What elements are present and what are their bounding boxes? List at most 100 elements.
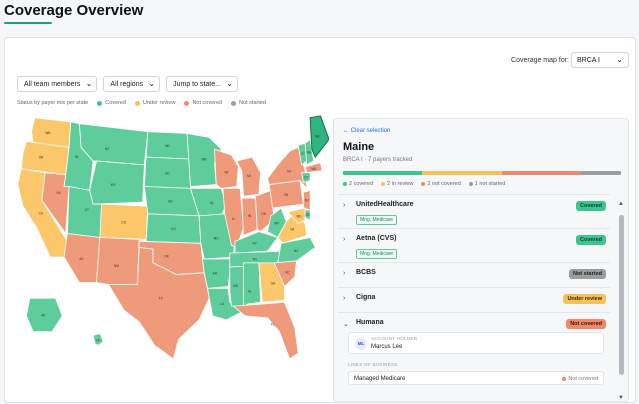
panel-scrollbar[interactable]: ▲ ▼ xyxy=(618,201,625,401)
coverage-map-select[interactable]: BRCA I ⌄ xyxy=(571,52,629,68)
payer-name: Humana xyxy=(356,319,384,326)
state-ct[interactable] xyxy=(301,172,311,184)
payer-mix-segment xyxy=(343,171,423,175)
region-filter-label: All regions xyxy=(110,81,144,88)
legend-not-started: Not started xyxy=(231,100,266,106)
coverage-map-value: BRCA I xyxy=(577,57,600,64)
chevron-right-icon: › xyxy=(343,270,346,277)
team-filter-label: All team members xyxy=(24,81,81,88)
payer-list: › UnitedHealthcare Mng. Medicare Covered… xyxy=(338,194,610,391)
state-label-ak: AK xyxy=(41,314,46,318)
state-label-il: IL xyxy=(232,217,235,221)
count-covered: 2 covered xyxy=(343,181,373,187)
state-jump-filter[interactable]: Jump to state... ⌄ xyxy=(166,76,238,92)
state-label-nc: NC xyxy=(294,249,299,253)
dot-icon xyxy=(231,100,237,106)
payer-counts: 2 covered 2 in review 2 not covered 1 no… xyxy=(343,181,505,187)
state-la[interactable] xyxy=(207,287,243,321)
payer-row-aetna[interactable]: › Aetna (CVS) Mng. Medicare Covered xyxy=(338,228,610,262)
state-label-tn: TN xyxy=(252,258,257,262)
state-ga[interactable] xyxy=(258,262,285,303)
state-nm[interactable] xyxy=(96,237,140,285)
state-fl[interactable] xyxy=(232,301,299,360)
state-label-sc: SC xyxy=(285,270,290,274)
payer-row-bcbs[interactable]: › BCBS Not started xyxy=(338,262,610,287)
state-wy[interactable] xyxy=(89,160,145,205)
state-label-ne: NE xyxy=(168,200,172,204)
state-nc[interactable] xyxy=(277,237,316,264)
line-of-business-row[interactable]: Managed Medicare Not covered xyxy=(348,371,604,385)
state-me[interactable] xyxy=(309,115,329,159)
dot-icon xyxy=(343,182,347,186)
state-label-ia: IA xyxy=(210,201,214,205)
region-filter[interactable]: All regions ⌄ xyxy=(103,76,161,92)
state-sc[interactable] xyxy=(273,260,297,288)
state-or[interactable] xyxy=(20,140,70,176)
status-badge: Not covered xyxy=(566,319,606,329)
clear-selection-link[interactable]: ← Clear selection xyxy=(343,128,391,134)
state-label-hi: HI xyxy=(96,338,99,342)
state-az[interactable] xyxy=(63,233,101,283)
state-label-id: ID xyxy=(75,155,79,159)
state-ar[interactable] xyxy=(202,258,232,289)
line-of-business-name: Managed Medicare xyxy=(354,376,406,382)
chevron-down-icon: ⌄ xyxy=(148,79,156,88)
legend-intro: Status by payer mix per state xyxy=(17,100,89,106)
state-ky[interactable] xyxy=(234,231,279,254)
state-mi[interactable] xyxy=(236,156,262,197)
status-badge: Covered xyxy=(575,235,606,245)
title-underline xyxy=(4,22,52,24)
state-ak[interactable] xyxy=(25,297,63,333)
state-label-in: IN xyxy=(248,214,252,218)
payer-row-cigna[interactable]: › Cigna Under review xyxy=(338,287,610,312)
scroll-thumb[interactable] xyxy=(619,215,624,375)
us-coverage-map[interactable]: WA OR CA ID NV UT AZ MT WY CO NM ND SD NE KS OK TX MN IA MO… xyxy=(11,110,329,370)
state-hi[interactable] xyxy=(92,333,104,346)
lines-of-business-title: LINES OF BUSINESS xyxy=(348,362,398,367)
state-ia[interactable] xyxy=(189,188,227,217)
state-wi[interactable] xyxy=(214,148,239,189)
state-label-ar: AR xyxy=(213,272,218,276)
state-label-me: ME xyxy=(315,134,320,138)
payer-mix-segment xyxy=(422,171,502,175)
scroll-down-icon[interactable]: ▼ xyxy=(618,395,624,401)
dot-icon xyxy=(97,100,103,106)
dot-icon xyxy=(184,100,190,106)
payer-row-humana[interactable]: ⌄ Humana Not covered ML ACCOUNT HOLDER M… xyxy=(338,312,610,391)
legend-not-covered: Not covered xyxy=(184,100,222,106)
state-nh[interactable] xyxy=(304,138,315,166)
dot-icon xyxy=(135,100,141,106)
count-in-review: 2 in review xyxy=(381,181,413,187)
state-label-sd: SD xyxy=(165,171,170,175)
state-label-wy: WY xyxy=(111,183,117,187)
coverage-card: Coverage map for: BRCA I ⌄ All team memb… xyxy=(4,37,636,403)
state-label-mi: MI xyxy=(247,174,251,178)
team-filter[interactable]: All team members ⌄ xyxy=(17,76,98,92)
state-label-la: LA xyxy=(220,302,225,306)
state-label-wv: WV xyxy=(274,222,280,226)
status-badge: Under review xyxy=(563,294,606,304)
state-label-ok: OK xyxy=(164,254,169,258)
state-label-mn: MN xyxy=(202,158,208,162)
selected-state-name: Maine xyxy=(343,141,375,153)
state-label-pa: PA xyxy=(284,193,289,197)
state-al[interactable] xyxy=(243,262,262,309)
state-label-al: AL xyxy=(248,290,252,294)
state-ma[interactable] xyxy=(304,162,323,174)
chevron-right-icon: › xyxy=(343,295,346,302)
state-ny[interactable] xyxy=(267,146,308,190)
dot-icon xyxy=(381,182,386,186)
state-label-ca: CA xyxy=(39,211,44,215)
state-label-nm: NM xyxy=(114,264,119,268)
payer-name: Cigna xyxy=(356,294,376,301)
state-md[interactable] xyxy=(287,207,306,225)
coverage-map-label: Coverage map for: xyxy=(511,57,569,64)
payer-mix-segment xyxy=(501,171,582,175)
payer-row-unitedhealthcare[interactable]: › UnitedHealthcare Mng. Medicare Covered xyxy=(338,194,610,228)
scroll-up-icon[interactable]: ▲ xyxy=(618,201,624,207)
map-legend: Status by payer mix per state Covered Un… xyxy=(17,100,266,106)
legend-covered: Covered xyxy=(97,100,126,106)
state-label-wa: WA xyxy=(45,131,51,135)
account-holder-card: ML ACCOUNT HOLDER Marcus Lee xyxy=(348,332,604,354)
state-label-mt: MT xyxy=(105,147,110,151)
